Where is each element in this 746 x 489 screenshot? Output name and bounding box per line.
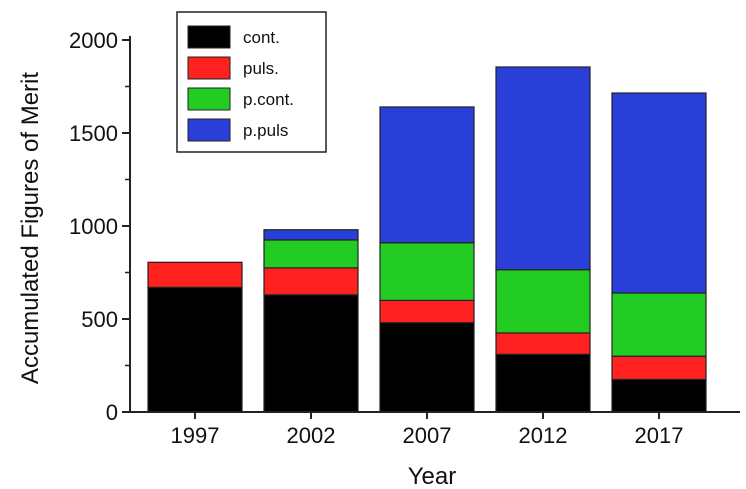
legend-swatch-ppuls — [187, 118, 231, 142]
x-tick-label-2012: 2012 — [519, 423, 568, 448]
legend-swatch-puls — [187, 56, 231, 80]
bar-2017-puls — [611, 355, 707, 381]
y-tick-label-1000: 1000 — [69, 214, 118, 239]
legend: cont. puls. p.cont. p.puls — [176, 11, 327, 153]
bar-2012-pcont — [495, 269, 591, 334]
x-tick-label-2007: 2007 — [403, 423, 452, 448]
y-tick-label-1500: 1500 — [69, 121, 118, 146]
axes-group: 1997 2002 2007 2012 2017 0 500 1000 1500 2000 — [69, 28, 740, 448]
bar-2007-cont — [379, 322, 475, 413]
legend-swatch-pcont — [187, 87, 231, 111]
bar-2002-puls — [263, 267, 359, 296]
bar-2012-puls — [495, 332, 591, 355]
bar-2012-cont — [495, 353, 591, 413]
bar-1997-cont — [147, 286, 243, 413]
bar-2012-ppuls — [495, 66, 591, 271]
bar-2017-ppuls — [611, 92, 707, 294]
bar-2002-cont — [263, 294, 359, 413]
legend-label-cont: cont. — [243, 28, 280, 47]
legend-swatch-cont — [187, 25, 231, 49]
bar-1997-puls — [147, 261, 243, 288]
y-axis-label: Accumulated Figures of Merit — [17, 72, 44, 384]
bar-2017-pcont — [611, 292, 707, 357]
bar-2007-puls — [379, 299, 475, 324]
bar-2007-pcont — [379, 242, 475, 302]
y-tick-label-2000: 2000 — [69, 28, 118, 53]
bar-2002-pcont — [263, 239, 359, 269]
x-tick-label-2017: 2017 — [635, 423, 684, 448]
bar-2002-ppuls — [263, 229, 359, 241]
legend-label-ppuls: p.puls — [243, 121, 288, 140]
x-tick-label-2002: 2002 — [287, 423, 336, 448]
bars-group — [147, 66, 707, 413]
bar-2007-ppuls — [379, 106, 475, 244]
y-tick-label-500: 500 — [81, 307, 118, 332]
y-tick-label-0: 0 — [106, 400, 118, 425]
x-axis-label: Year — [408, 463, 457, 489]
legend-label-puls: puls. — [243, 59, 279, 78]
x-tick-label-1997: 1997 — [171, 423, 220, 448]
bar-2017-cont — [611, 378, 707, 413]
legend-label-pcont: p.cont. — [243, 90, 294, 109]
